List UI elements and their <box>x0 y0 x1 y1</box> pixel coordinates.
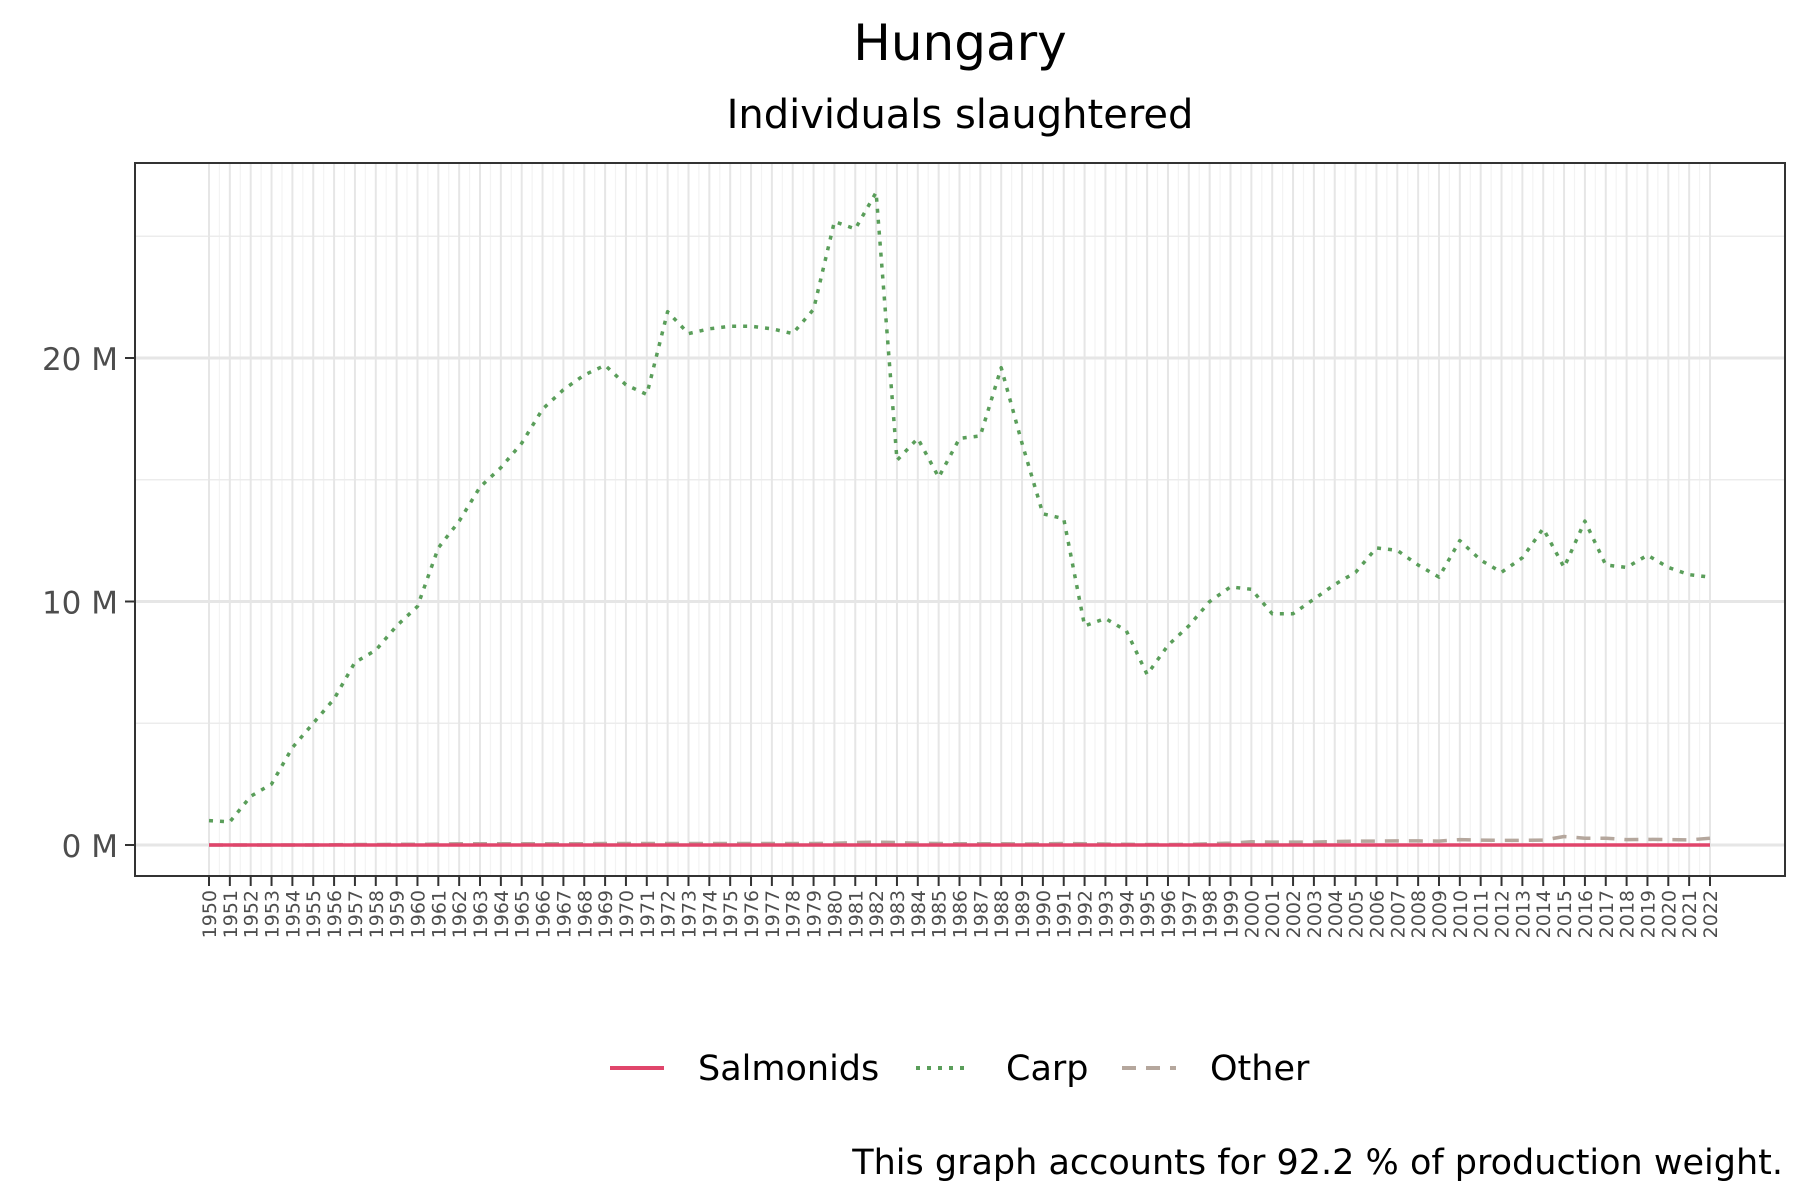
y-tick-label: 0 M <box>62 829 118 865</box>
x-tick-label: 2011 <box>1471 890 1493 938</box>
x-tick-label: 1999 <box>1221 890 1243 938</box>
x-tick-label: 1997 <box>1179 890 1201 938</box>
x-tick-label: 1984 <box>908 890 930 938</box>
x-tick-label: 1967 <box>553 890 575 938</box>
x-tick-label: 1952 <box>241 890 263 938</box>
legend: Salmonids Carp Other <box>610 1049 1310 1089</box>
x-tick-label: 1988 <box>991 890 1013 938</box>
plot-area: 0 M10 M20 M19501951195219531954195519561… <box>42 162 1786 938</box>
x-tick-label: 2000 <box>1241 890 1263 938</box>
x-tick-label: 1954 <box>282 890 304 938</box>
x-tick-label: 1991 <box>1054 890 1076 938</box>
x-tick-label: 1971 <box>637 890 659 938</box>
y-tick-label: 10 M <box>42 586 118 622</box>
x-tick-label: 1992 <box>1075 890 1097 938</box>
x-tick-label: 1996 <box>1158 890 1180 938</box>
x-tick-label: 2013 <box>1512 890 1534 938</box>
x-tick-label: 1975 <box>720 890 742 938</box>
x-tick-label: 1974 <box>699 890 721 938</box>
x-tick-label: 2008 <box>1408 890 1430 938</box>
x-tick-label: 2007 <box>1387 890 1409 938</box>
x-tick-label: 1989 <box>1012 890 1034 938</box>
x-tick-label: 2002 <box>1283 890 1305 938</box>
x-tick-label: 1964 <box>491 890 513 938</box>
x-tick-label: 2004 <box>1325 890 1347 938</box>
x-tick-label: 1976 <box>741 890 763 938</box>
legend-label-other: Other <box>1210 1049 1310 1089</box>
x-tick-label: 1963 <box>470 890 492 938</box>
x-tick-label: 1960 <box>408 890 430 938</box>
chart-title: Hungary <box>853 14 1067 72</box>
x-tick-label: 1983 <box>887 890 909 938</box>
x-tick-label: 1956 <box>324 890 346 938</box>
x-tick-label: 1977 <box>762 890 784 938</box>
legend-label-salmonids: Salmonids <box>698 1049 879 1089</box>
x-tick-label: 1966 <box>533 890 555 938</box>
x-tick-label: 2005 <box>1346 890 1368 938</box>
chart-subtitle: Individuals slaughtered <box>727 92 1194 138</box>
x-tick-label: 1993 <box>1095 890 1117 938</box>
y-tick-label: 20 M <box>42 342 118 378</box>
x-tick-label: 2018 <box>1617 890 1639 938</box>
x-tick-label: 2015 <box>1554 890 1576 938</box>
x-tick-label: 1982 <box>866 890 888 938</box>
legend-label-carp: Carp <box>1006 1049 1089 1089</box>
x-tick-label: 1951 <box>220 890 242 938</box>
x-tick-label: 1980 <box>824 890 846 938</box>
x-tick-label: 2016 <box>1575 890 1597 938</box>
x-tick-label: 1953 <box>262 890 284 938</box>
x-tick-label: 1995 <box>1137 890 1159 938</box>
x-tick-label: 2017 <box>1596 890 1618 938</box>
x-tick-label: 1968 <box>574 890 596 938</box>
x-tick-label: 1972 <box>658 890 680 938</box>
x-tick-label: 2012 <box>1492 890 1514 938</box>
x-tick-label: 1981 <box>845 890 867 938</box>
x-tick-label: 1969 <box>595 890 617 938</box>
x-tick-label: 1965 <box>512 890 534 938</box>
x-tick-label: 2020 <box>1658 890 1680 938</box>
x-tick-label: 1950 <box>199 890 221 938</box>
x-tick-label: 2003 <box>1304 890 1326 938</box>
x-tick-label: 1970 <box>616 890 638 938</box>
x-tick-label: 2014 <box>1533 890 1555 938</box>
x-tick-label: 1994 <box>1116 890 1138 938</box>
x-tick-label: 2001 <box>1262 890 1284 938</box>
series-line-carp <box>208 190 1711 824</box>
x-tick-label: 1957 <box>345 890 367 938</box>
x-tick-label: 1962 <box>449 890 471 938</box>
x-tick-label: 1958 <box>366 890 388 938</box>
x-tick-label: 2019 <box>1638 890 1660 938</box>
x-tick-label: 1998 <box>1200 890 1222 938</box>
x-tick-label: 1955 <box>303 890 325 938</box>
x-tick-label: 1986 <box>950 890 972 938</box>
x-tick-label: 2006 <box>1366 890 1388 938</box>
x-tick-label: 1973 <box>679 890 701 938</box>
x-tick-label: 2022 <box>1700 890 1722 938</box>
x-tick-label: 2009 <box>1429 890 1451 938</box>
x-tick-label: 1987 <box>970 890 992 938</box>
x-tick-label: 1990 <box>1033 890 1055 938</box>
x-tick-label: 1978 <box>783 890 805 938</box>
x-tick-label: 1961 <box>428 890 450 938</box>
x-tick-label: 2010 <box>1450 890 1472 938</box>
x-tick-label: 2021 <box>1679 890 1701 938</box>
x-tick-label: 1959 <box>387 890 409 938</box>
x-tick-label: 1985 <box>929 890 951 938</box>
x-tick-label: 1979 <box>804 890 826 938</box>
chart-caption: This graph accounts for 92.2 % of produc… <box>851 1143 1783 1183</box>
